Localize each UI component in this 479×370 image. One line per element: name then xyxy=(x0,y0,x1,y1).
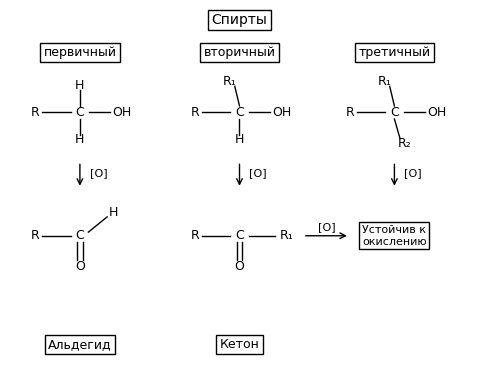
Text: C: C xyxy=(76,106,84,119)
Text: R: R xyxy=(31,106,40,119)
Text: C: C xyxy=(235,229,244,242)
Text: R: R xyxy=(345,106,354,119)
Text: H: H xyxy=(109,206,118,219)
Text: Альдегид: Альдегид xyxy=(48,338,112,351)
Text: первичный: первичный xyxy=(44,46,116,59)
Text: R: R xyxy=(191,106,199,119)
Text: R: R xyxy=(31,229,40,242)
Text: H: H xyxy=(235,133,244,146)
Text: R₁: R₁ xyxy=(223,75,237,88)
Text: R₂: R₂ xyxy=(398,137,411,150)
Text: Кетон: Кетон xyxy=(219,338,260,351)
Text: C: C xyxy=(76,229,84,242)
Text: [O]: [O] xyxy=(90,168,107,178)
Text: вторичный: вторичный xyxy=(204,46,275,59)
Text: R: R xyxy=(191,229,199,242)
Text: третичный: третичный xyxy=(358,46,431,59)
Text: Спирты: Спирты xyxy=(212,13,267,27)
Text: C: C xyxy=(235,106,244,119)
Text: OH: OH xyxy=(113,106,132,119)
Text: O: O xyxy=(235,260,244,273)
Text: [O]: [O] xyxy=(404,168,422,178)
Text: R₁: R₁ xyxy=(280,229,293,242)
Text: Устойчив к
окислению: Устойчив к окислению xyxy=(362,225,427,246)
Text: C: C xyxy=(390,106,399,119)
Text: OH: OH xyxy=(272,106,291,119)
Text: R₁: R₁ xyxy=(378,75,392,88)
Text: [O]: [O] xyxy=(250,168,267,178)
Text: H: H xyxy=(75,79,85,92)
Text: OH: OH xyxy=(427,106,446,119)
Text: H: H xyxy=(75,133,85,146)
Text: O: O xyxy=(75,260,85,273)
Text: [O]: [O] xyxy=(318,222,335,232)
